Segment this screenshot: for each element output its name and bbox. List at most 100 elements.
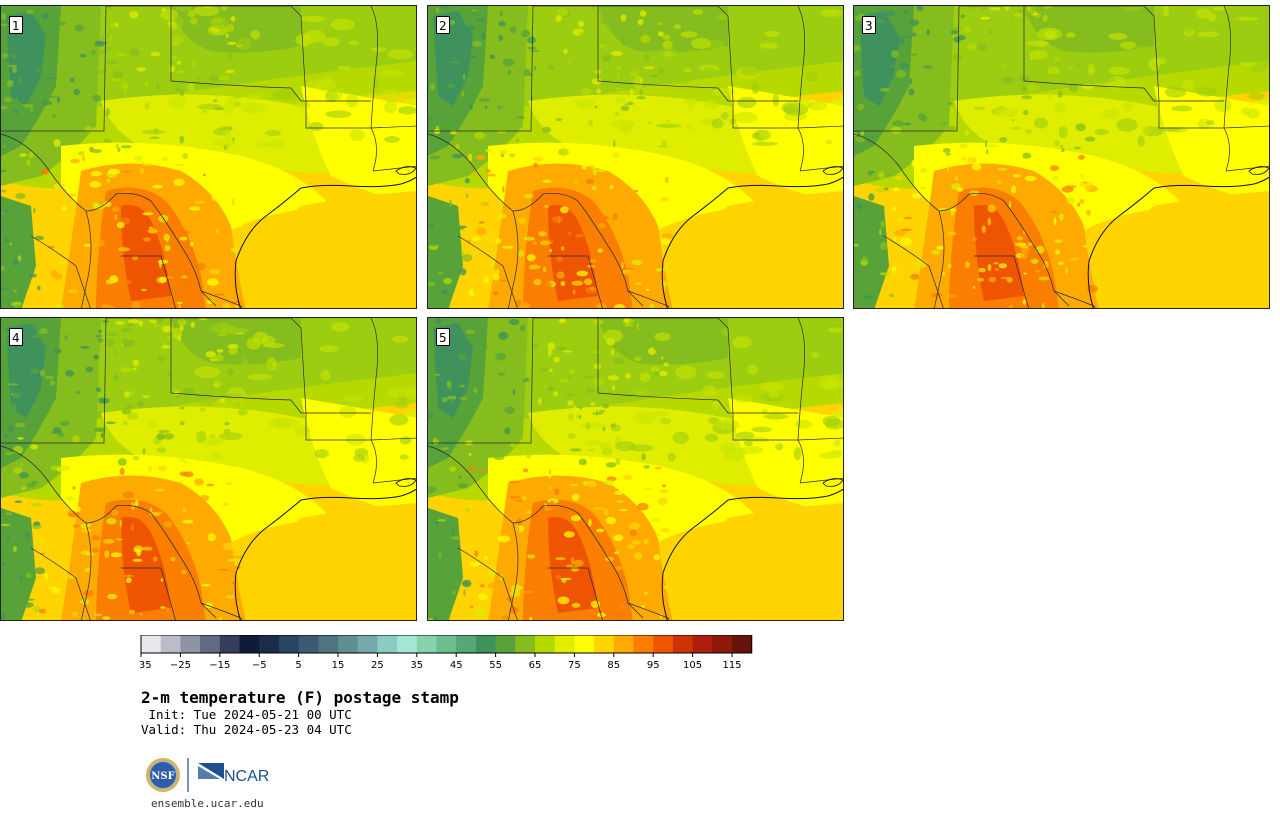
terrain-speckle [895,149,905,155]
terrain-speckle [22,103,33,108]
terrain-speckle [451,153,463,159]
terrain-speckle [589,164,595,169]
boundary-line [81,522,92,620]
plains-patch [1182,80,1195,91]
terrain-speckle [893,229,906,237]
terrain-speckle [480,468,486,472]
plains-patch [1058,126,1068,139]
terrain-speckle [2,53,8,58]
terrain-speckle [497,372,506,376]
plains-patch [1253,40,1269,51]
terrain-speckle [592,167,598,176]
terrain-speckle [643,66,655,70]
terrain-speckle [926,29,930,36]
terrain-speckle [180,421,185,426]
terrain-speckle [557,596,570,605]
plains-patch [172,327,183,339]
terrain-speckle [428,241,438,247]
plains-patch [569,10,593,20]
terrain-speckle [16,248,21,254]
terrain-speckle [107,593,118,600]
terrain-speckle [114,214,117,221]
terrain-speckle [65,370,74,377]
terrain-speckle [462,579,472,588]
terrain-speckle [144,102,150,110]
colorbar-swatch [318,635,339,653]
terrain-speckle [41,168,49,176]
ncar-logo-text: NCAR [224,768,269,785]
terrain-speckle [1,601,6,605]
terrain-speckle [556,346,567,351]
plains-patch [370,47,387,52]
colorbar-swatch [692,635,713,653]
terrain-speckle [964,130,970,136]
terrain-speckle [509,424,514,431]
plains-patch [1027,6,1036,14]
plains-patch [639,372,651,382]
plains-patch [1251,64,1267,73]
terrain-speckle [157,465,168,472]
terrain-speckle [993,262,999,265]
plains-patch [160,9,178,21]
terrain-speckle [990,163,995,171]
terrain-speckle [93,411,102,418]
terrain-speckle [1042,302,1045,308]
member-panel-5: 5 [427,317,844,621]
terrain-speckle [94,427,106,432]
terrain-speckle [91,535,101,541]
terrain-speckle [1073,146,1081,150]
terrain-speckle [884,10,896,17]
terrain-speckle [213,99,218,103]
terrain-speckle [651,517,661,522]
plains-patch [1181,63,1208,68]
plains-patch [585,440,602,446]
boundary-line [30,547,91,620]
terrain-speckle [468,452,472,456]
terrain-speckle [149,308,158,309]
terrain-speckle [565,564,574,569]
terrain-speckle [493,455,505,460]
terrain-speckle [463,589,466,596]
terrain-speckle [637,502,649,511]
plains-patch [828,327,843,333]
terrain-speckle [434,227,441,235]
terrain-speckle [547,385,555,391]
terrain-speckle [126,279,132,285]
boundary-line [170,318,371,414]
plains-patch [603,329,623,343]
terrain-speckle [553,356,560,363]
terrain-speckle [555,575,561,580]
terrain-speckle [190,321,195,328]
zone-sw-mountains [854,196,889,308]
terrain-speckle [662,281,666,290]
terrain-speckle [509,282,513,288]
terrain-speckle [556,118,563,122]
plains-patch [310,337,323,349]
terrain-speckle [498,535,510,543]
terrain-speckle [428,119,437,125]
terrain-speckle [909,78,913,85]
terrain-speckle [120,145,132,149]
terrain-speckle [19,575,23,583]
terrain-speckle [171,54,177,61]
terrain-speckle [890,272,899,275]
terrain-speckle [625,517,628,524]
site-url: ensemble.ucar.edu [151,797,264,810]
colorbar-swatch [712,635,733,653]
terrain-speckle [171,42,180,47]
terrain-speckle [562,350,573,353]
terrain-speckle [222,542,235,551]
terrain-speckle [9,242,12,246]
terrain-speckle [1065,128,1075,134]
terrain-speckle [52,113,57,118]
terrain-speckle [9,87,21,93]
terrain-speckle [1030,258,1039,264]
terrain-speckle [446,395,454,400]
terrain-speckle [148,226,154,229]
terrain-speckle [132,359,140,367]
terrain-speckle [613,534,624,542]
terrain-speckle [439,209,449,213]
terrain-speckle [1035,245,1045,254]
terrain-speckle [27,159,31,166]
terrain-speckle [891,266,897,272]
